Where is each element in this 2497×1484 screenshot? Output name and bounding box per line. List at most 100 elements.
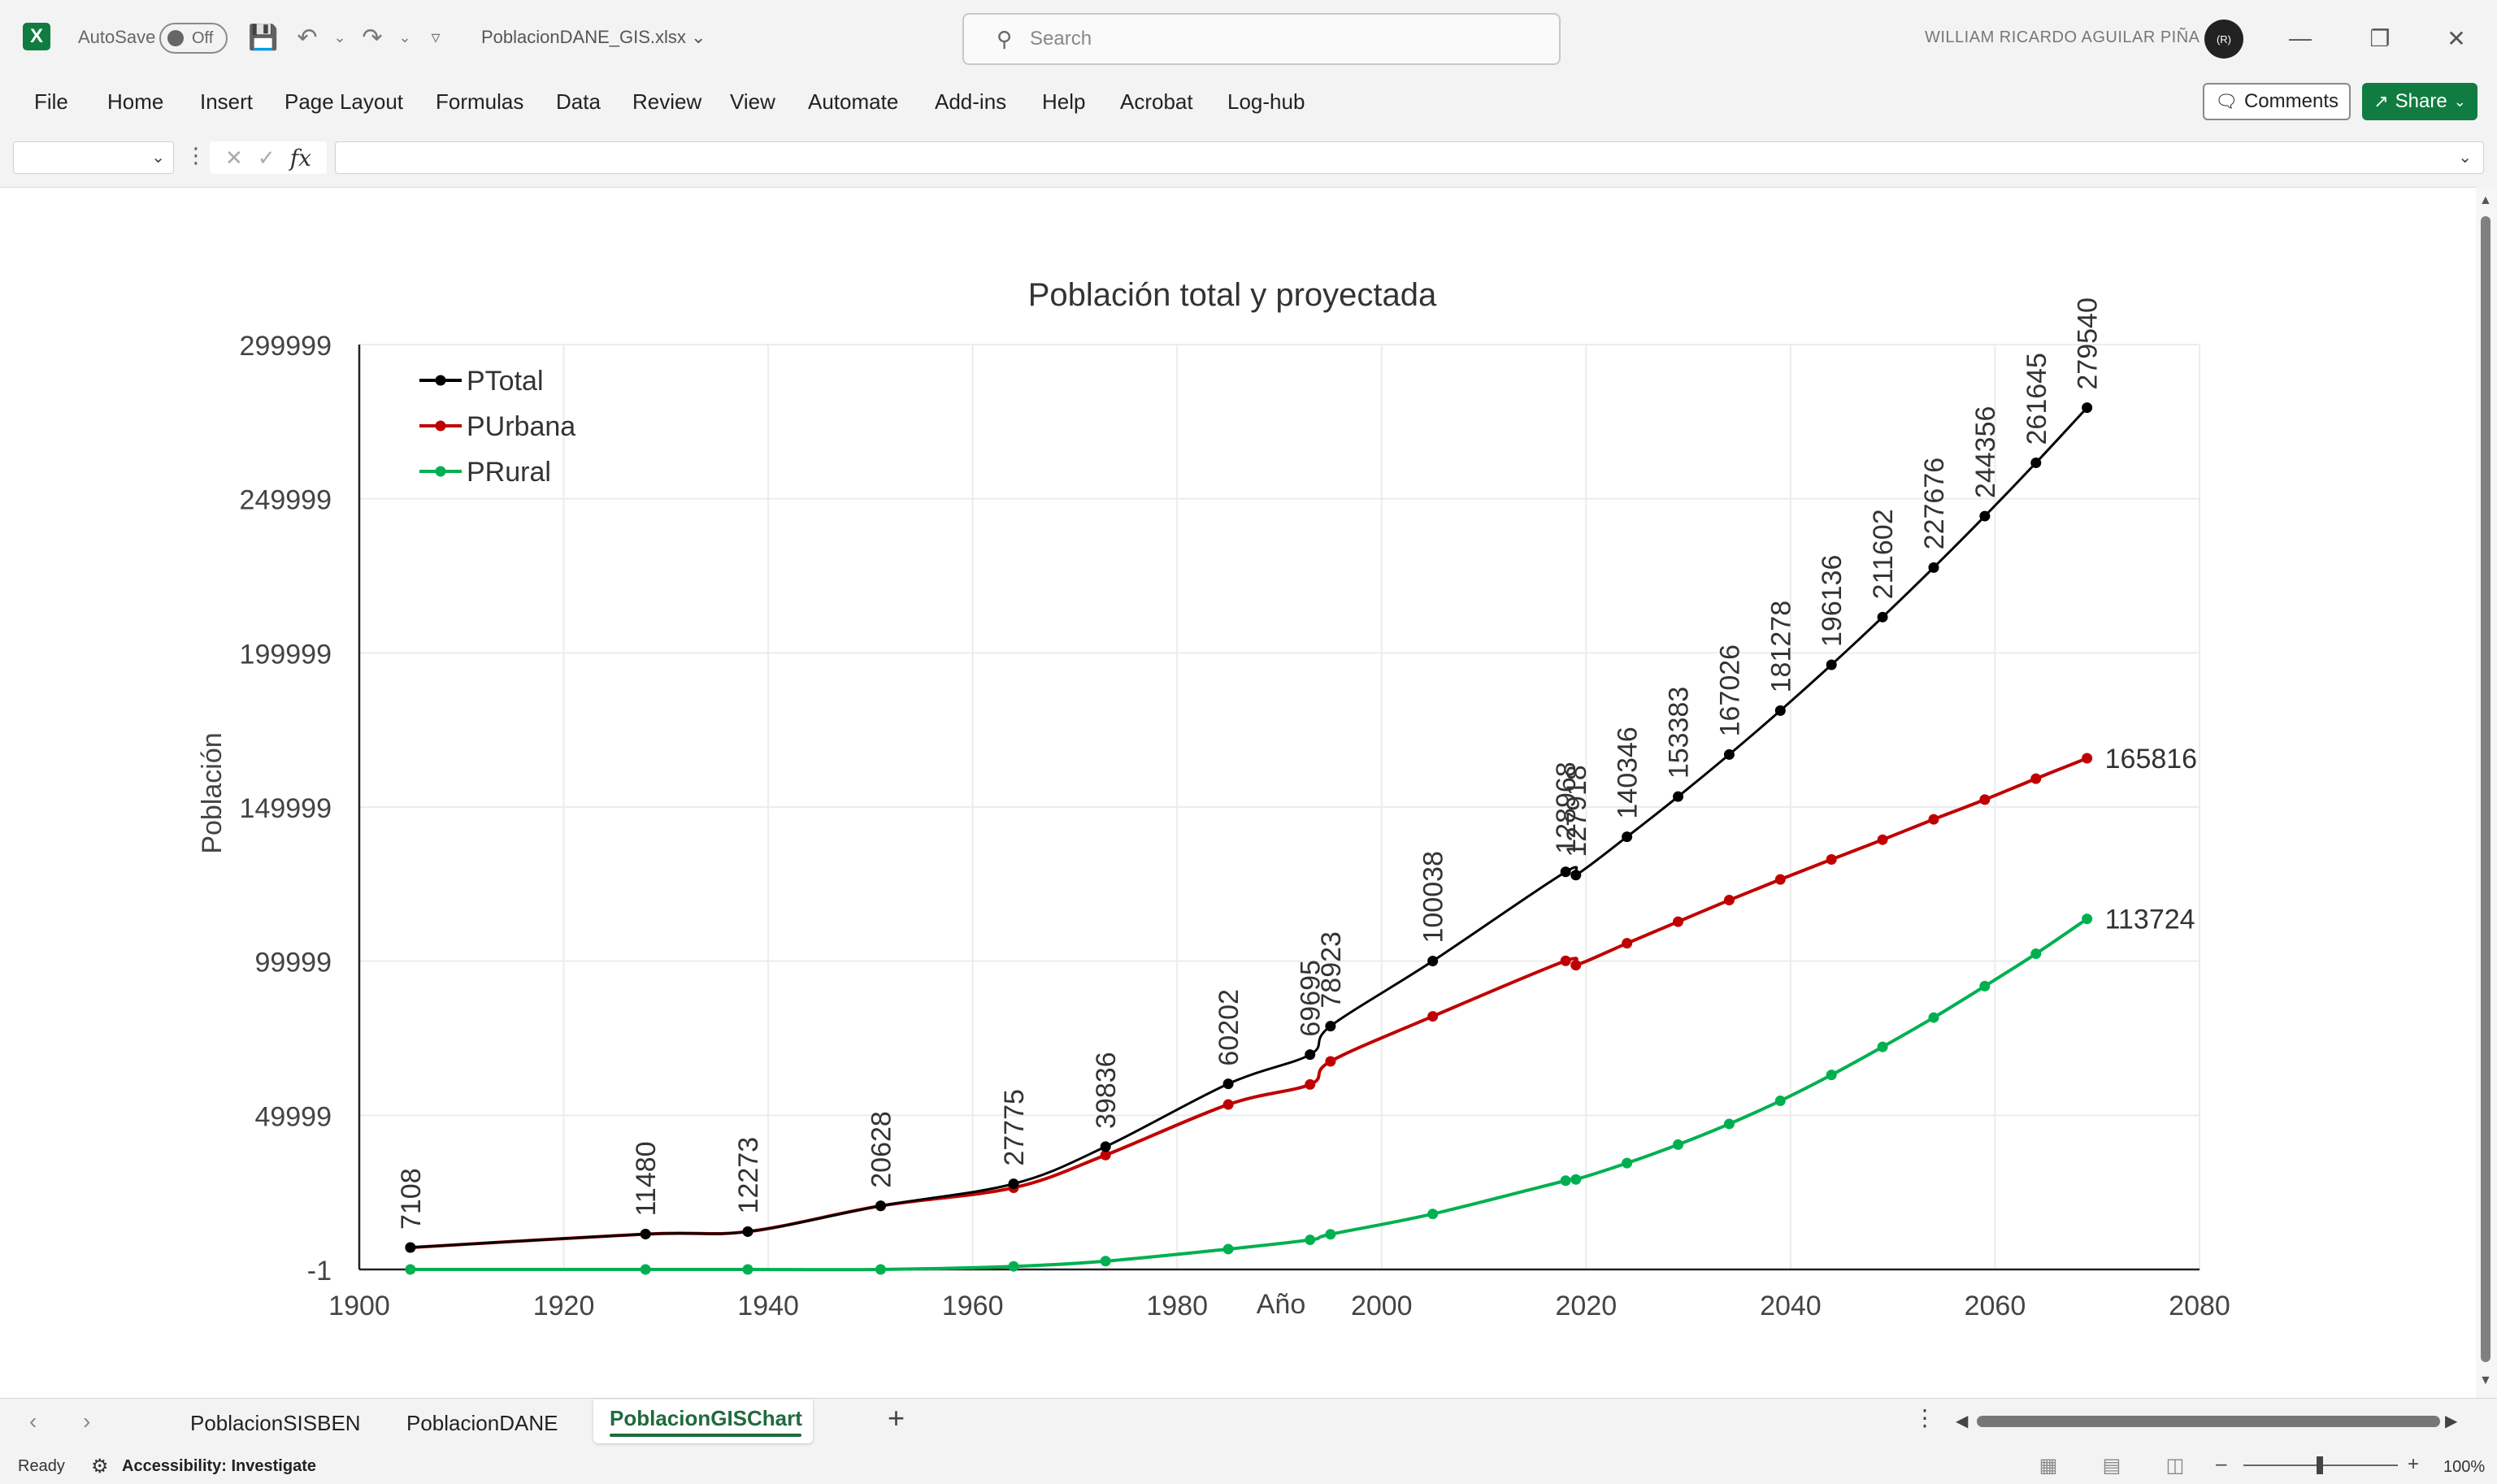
data-point-prural[interactable] <box>742 1264 753 1275</box>
data-point-ptotal[interactable] <box>1673 791 1684 802</box>
accessibility-status[interactable]: Accessibility: Investigate <box>122 1457 316 1475</box>
series-line-ptotal[interactable] <box>410 406 2088 1249</box>
y-axis-title[interactable]: Población <box>197 732 228 853</box>
accessibility-icon[interactable]: ⚙ <box>91 1456 109 1477</box>
legend-entry-purbana[interactable]: PUrbana <box>467 411 575 442</box>
data-point-prural[interactable] <box>1570 1174 1582 1185</box>
tab-home[interactable]: Home <box>107 89 164 114</box>
data-point-prural[interactable] <box>2082 913 2093 925</box>
data-point-prural[interactable] <box>1008 1261 1019 1272</box>
document-filename[interactable]: PoblacionDANE_GIS.xlsx ⌄ <box>481 27 706 47</box>
data-point-purbana[interactable] <box>1673 916 1684 927</box>
data-point-ptotal[interactable] <box>1305 1049 1316 1061</box>
sheet-tab-poblaciongischart[interactable]: PoblacionGISChart <box>610 1406 802 1430</box>
data-point-prural[interactable] <box>1100 1256 1111 1267</box>
data-point-ptotal[interactable] <box>1774 705 1786 716</box>
data-point-prural[interactable] <box>1826 1070 1837 1081</box>
data-point-prural[interactable] <box>1305 1234 1316 1246</box>
data-point-ptotal[interactable] <box>640 1228 651 1239</box>
data-point-prural[interactable] <box>1427 1208 1439 1220</box>
data-point-prural[interactable] <box>875 1264 886 1275</box>
data-point-purbana[interactable] <box>1325 1056 1336 1067</box>
data-point-prural[interactable] <box>1979 980 1991 992</box>
data-point-ptotal[interactable] <box>1877 611 1888 623</box>
data-point-purbana[interactable] <box>1622 938 1633 949</box>
undo-dropdown-icon[interactable]: ⌄ <box>333 28 346 46</box>
data-point-prural[interactable] <box>640 1264 651 1275</box>
minimize-icon[interactable]: — <box>2289 25 2312 50</box>
sheet-tab-poblaciondane[interactable]: PoblacionDANE <box>406 1411 558 1435</box>
save-icon[interactable]: 💾 <box>248 24 279 51</box>
formula-input[interactable]: ⌄ <box>335 141 2484 174</box>
expand-formula-icon[interactable]: ⌄ <box>2458 149 2472 167</box>
data-point-ptotal[interactable] <box>1723 749 1735 760</box>
more-options-icon[interactable]: ⋮ <box>1913 1405 1936 1430</box>
avatar[interactable]: (R) <box>2204 20 2243 59</box>
data-point-ptotal[interactable] <box>405 1242 416 1253</box>
data-point-prural[interactable] <box>1723 1118 1735 1130</box>
scroll-down-icon[interactable]: ▼ <box>2479 1373 2492 1387</box>
data-point-ptotal[interactable] <box>1560 866 1571 878</box>
data-point-prural[interactable] <box>1928 1012 1939 1023</box>
tab-acrobat[interactable]: Acrobat <box>1120 89 1193 114</box>
account-name[interactable]: WILLIAM RICARDO AGUILAR PIÑA <box>1925 28 2200 46</box>
tab-help[interactable]: Help <box>1042 89 1086 114</box>
series-line-purbana[interactable] <box>410 757 2088 1250</box>
data-point-prural[interactable] <box>1774 1096 1786 1107</box>
redo-dropdown-icon[interactable]: ⌄ <box>398 28 411 46</box>
add-sheet-icon[interactable]: + <box>888 1401 905 1434</box>
more-options-icon[interactable]: ⋮ <box>185 143 206 167</box>
data-point-prural[interactable] <box>1325 1229 1336 1240</box>
data-point-prural[interactable] <box>1877 1041 1888 1052</box>
page-break-preview-icon[interactable]: ◫ <box>2165 1454 2185 1477</box>
legend-entry-ptotal[interactable]: PTotal <box>467 366 544 397</box>
series-line-prural[interactable] <box>410 917 2088 1272</box>
tab-file[interactable]: File <box>34 89 68 114</box>
name-box[interactable]: ⌄ <box>13 141 174 174</box>
chart-title[interactable]: Población total y proyectada <box>1028 277 1437 313</box>
tab-add-ins[interactable]: Add-ins <box>935 89 1007 114</box>
data-point-ptotal[interactable] <box>1570 870 1582 881</box>
legend-entry-prural[interactable]: PRural <box>467 457 551 488</box>
data-point-prural[interactable] <box>2030 948 2042 960</box>
tab-automate[interactable]: Automate <box>808 89 899 114</box>
data-point-ptotal[interactable] <box>1427 956 1439 967</box>
data-point-prural[interactable] <box>1622 1157 1633 1169</box>
data-point-ptotal[interactable] <box>2030 457 2042 468</box>
x-axis-title[interactable]: Año <box>1257 1289 1306 1320</box>
data-point-ptotal[interactable] <box>1826 659 1837 670</box>
data-point-ptotal[interactable] <box>1325 1021 1336 1032</box>
cancel-icon[interactable]: ✕ <box>225 145 243 170</box>
tab-log-hub[interactable]: Log-hub <box>1227 89 1305 114</box>
zoom-level[interactable]: 100% <box>2443 1458 2486 1476</box>
check-icon[interactable]: ✓ <box>257 145 276 170</box>
tab-data[interactable]: Data <box>556 89 601 114</box>
normal-view-icon[interactable]: ▦ <box>2039 1454 2058 1477</box>
scroll-right-icon[interactable]: ▶ <box>2445 1412 2458 1430</box>
data-point-purbana[interactable] <box>1427 1011 1439 1022</box>
redo-icon[interactable]: ↷ <box>362 24 383 51</box>
zoom-in-icon[interactable]: + <box>2408 1453 2420 1475</box>
data-point-purbana[interactable] <box>2030 773 2042 784</box>
customize-qat-icon[interactable]: ▿ <box>431 27 441 47</box>
chevron-right-icon[interactable]: › <box>83 1408 91 1434</box>
tab-page-layout[interactable]: Page Layout <box>284 89 404 114</box>
undo-icon[interactable]: ↶ <box>297 24 318 51</box>
comments-button[interactable]: 🗨 Comments <box>2203 83 2351 120</box>
data-point-ptotal[interactable] <box>742 1226 753 1237</box>
chart[interactable]: -1 49999 99999 149999 199999 249999 299999 1900… <box>179 244 2286 1334</box>
data-point-ptotal[interactable] <box>1100 1141 1111 1152</box>
zoom-out-icon[interactable]: – <box>2216 1453 2227 1475</box>
autosave-toggle[interactable]: Off <box>159 23 228 54</box>
horizontal-scroll-thumb[interactable] <box>1977 1416 2440 1427</box>
data-point-purbana[interactable] <box>2082 753 2093 764</box>
vertical-scroll-thumb[interactable] <box>2481 216 2490 1362</box>
scroll-left-icon[interactable]: ◀ <box>1956 1412 1969 1430</box>
tab-review[interactable]: Review <box>632 89 702 114</box>
data-point-prural[interactable] <box>1560 1175 1571 1187</box>
sheet-tab-poblacionsisben[interactable]: PoblacionSISBEN <box>190 1411 361 1435</box>
zoom-slider-thumb[interactable] <box>2317 1456 2323 1474</box>
insert-function-icon[interactable]: fx <box>289 144 311 171</box>
data-point-purbana[interactable] <box>1570 960 1582 971</box>
data-point-purbana[interactable] <box>1723 895 1735 906</box>
